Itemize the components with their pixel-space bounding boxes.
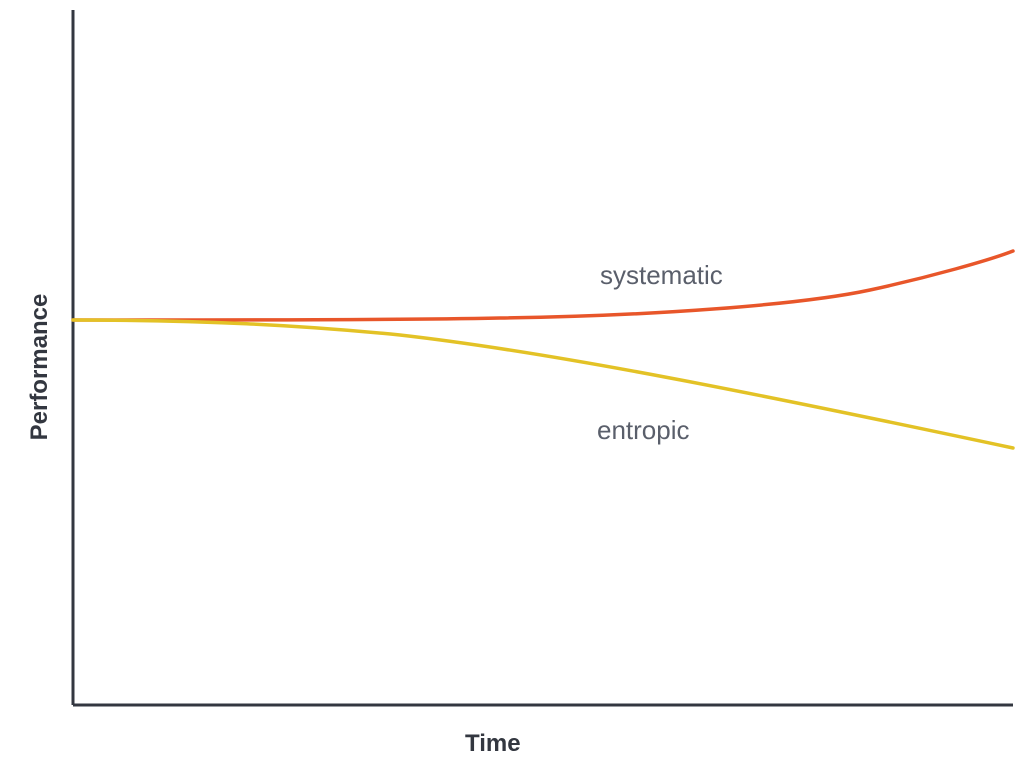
series-label-entropic: entropic [597, 415, 690, 446]
y-axis-label: Performance [26, 287, 54, 447]
line-chart [0, 0, 1036, 763]
series-line-systematic [73, 251, 1013, 320]
chart-container: Performance Time systematic entropic [0, 0, 1036, 763]
x-axis-label: Time [465, 730, 521, 758]
series-label-systematic: systematic [600, 260, 723, 291]
series-line-entropic [73, 320, 1013, 448]
